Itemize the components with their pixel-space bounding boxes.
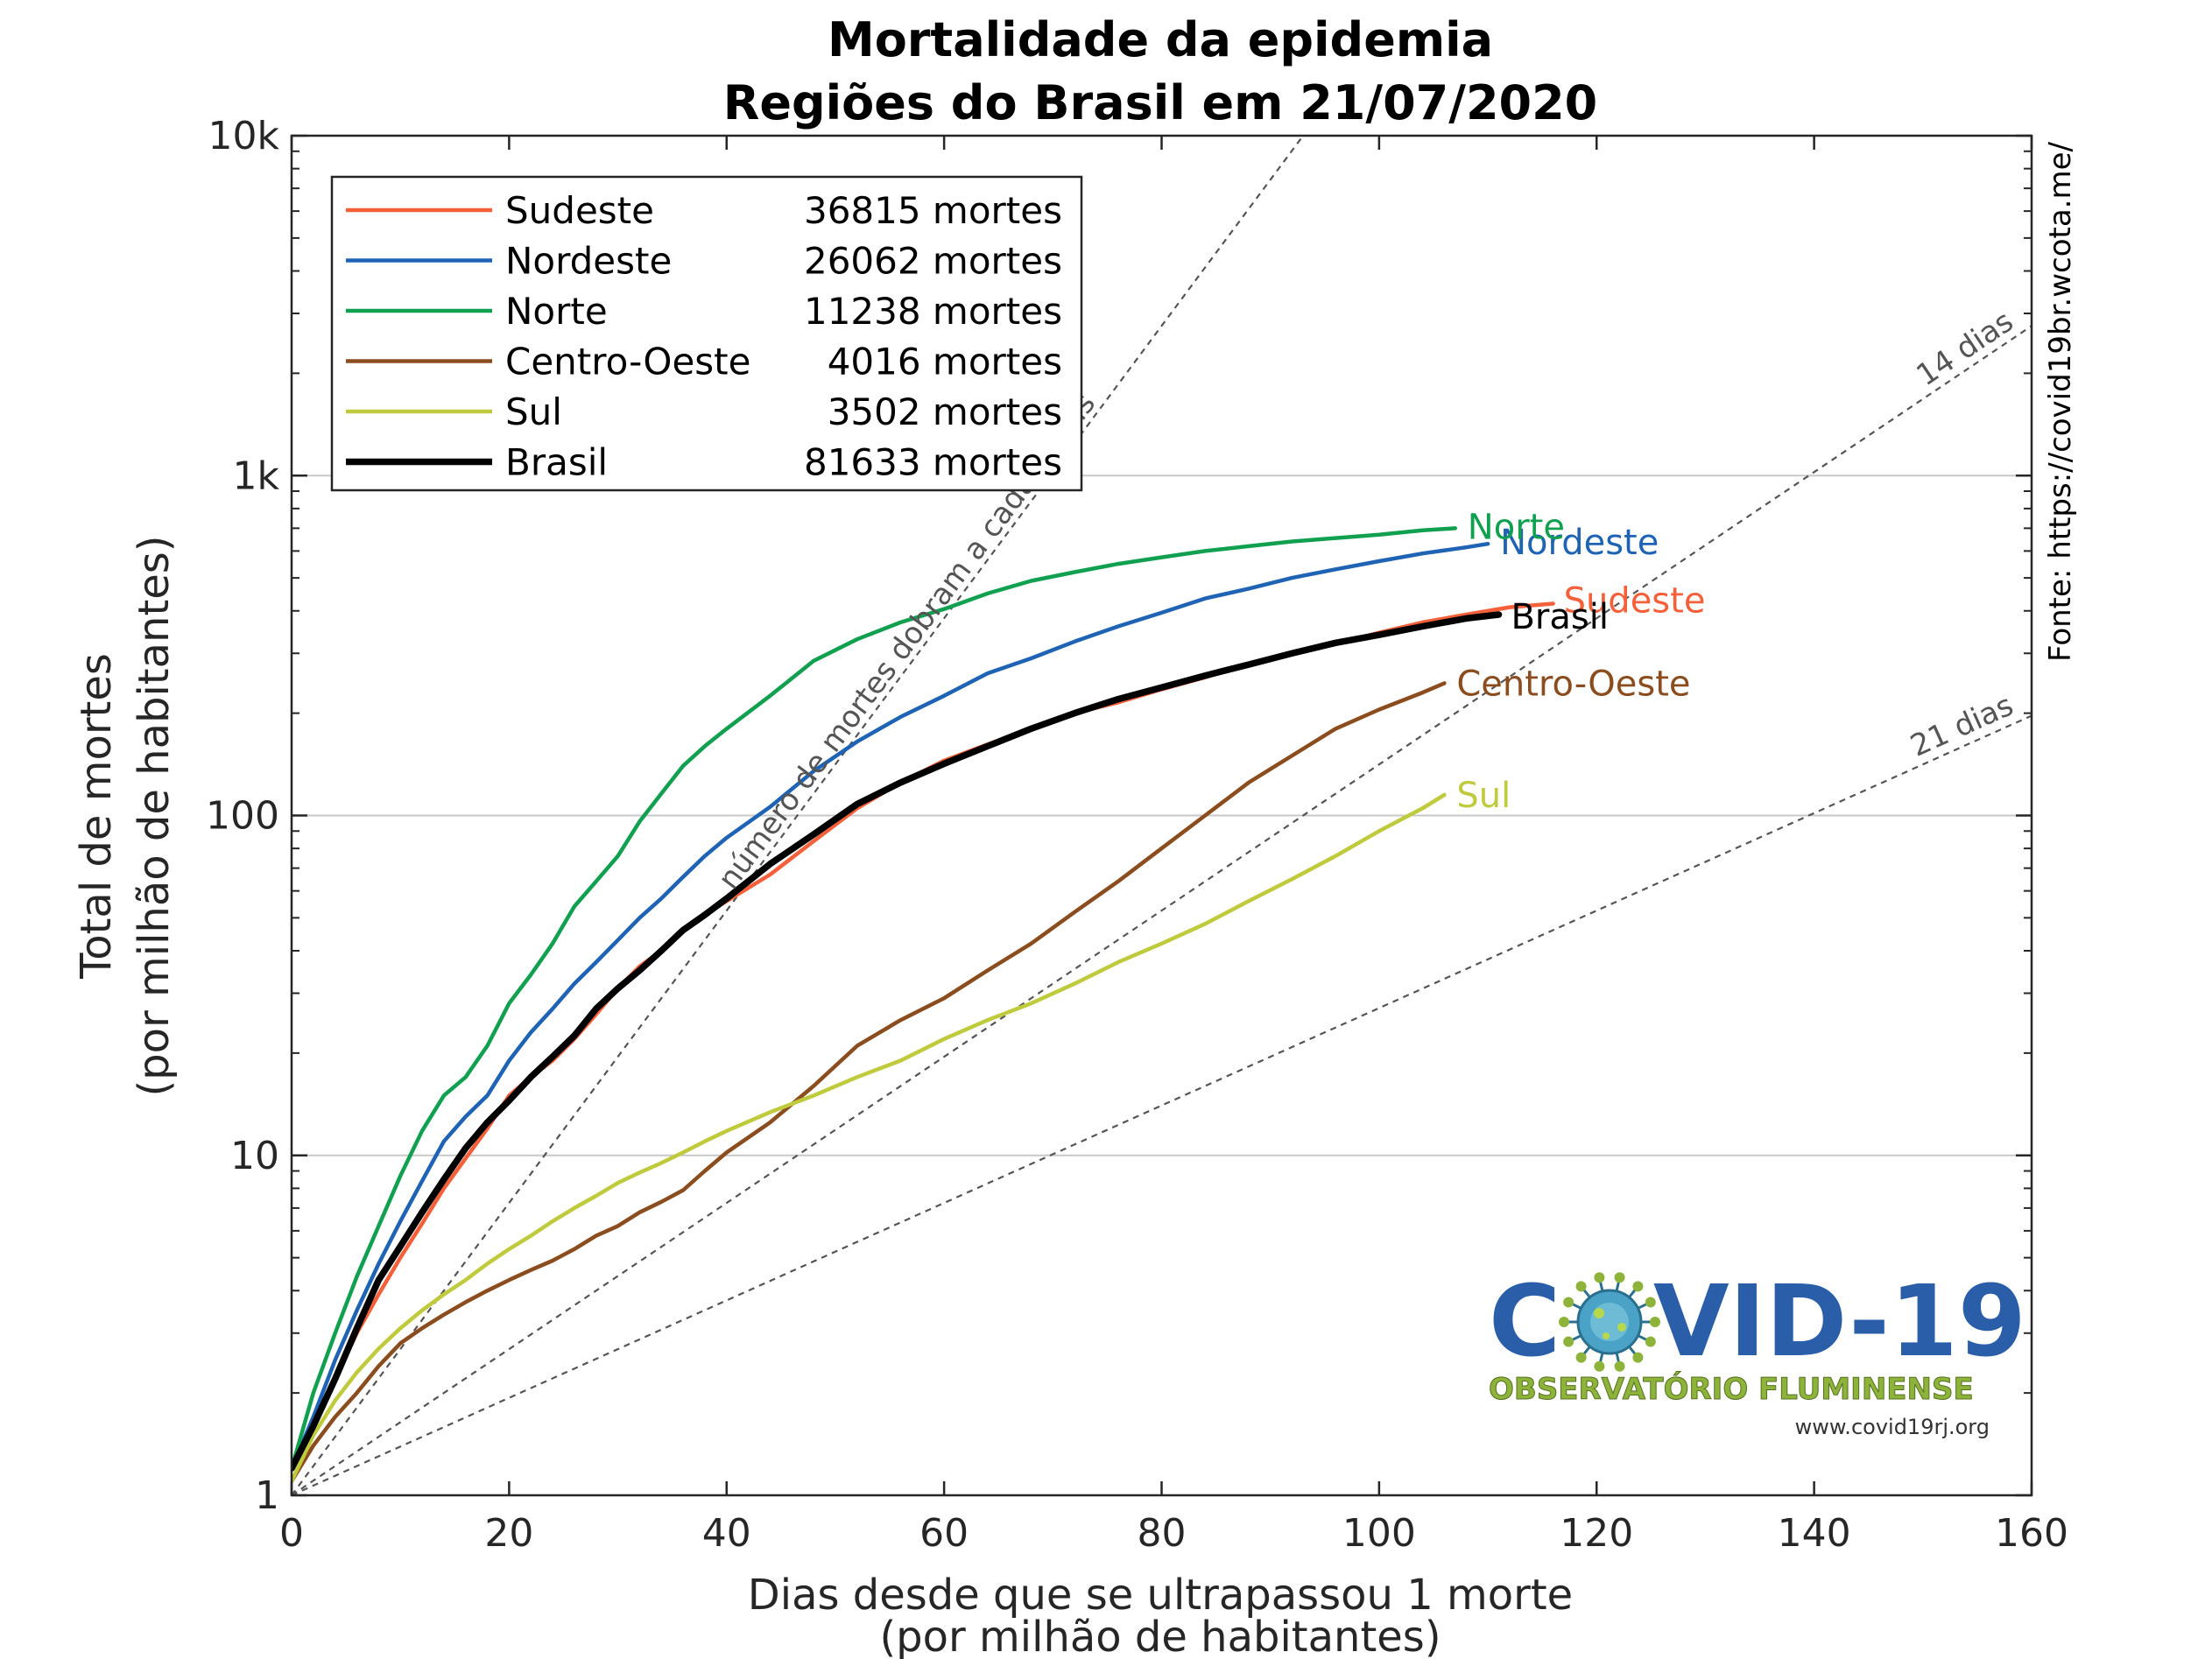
logo-url: www.covid19rj.org (1795, 1415, 1990, 1439)
legend: Sudeste 36815 mortes Nordeste 26062 mortes N… (330, 175, 1083, 492)
series-lines (292, 526, 1555, 1484)
virus-icon (1559, 1272, 1660, 1372)
virus-spike-tip (1563, 1336, 1574, 1347)
x-tick-label: 80 (1138, 1511, 1187, 1556)
y-tick-label: 1k (233, 453, 280, 498)
x-axis-ticks: 0 20 40 60 80 100 120 140 160 (279, 136, 2068, 1556)
virus-spike-tip (1559, 1317, 1569, 1327)
covid19-observatorio-logo: C VID-19 OBSERVATÓRIO FLUMINENSE www.cov… (1489, 1265, 2026, 1439)
legend-label-sudeste: Sudeste (505, 189, 654, 232)
legend-label-brasil: Brasil (505, 441, 608, 484)
reference-line-21-days (292, 714, 2032, 1495)
legend-label-centro-oeste: Centro-Oeste (505, 341, 751, 383)
x-axis-label-line-1: Dias desde que se ultrapassou 1 morte (748, 1571, 1573, 1620)
x-tick-label: 20 (484, 1511, 533, 1556)
y-axis-label-line-2: (por milhão de habitantes) (130, 535, 179, 1096)
legend-deaths-sul: 3502 mortes (828, 390, 1062, 433)
logo-subtitle: OBSERVATÓRIO FLUMINENSE (1489, 1371, 1974, 1407)
logo-text-vid19: VID-19 (1653, 1265, 2026, 1379)
virus-spike-tip (1614, 1360, 1625, 1372)
series-end-label-brasil: Brasil (1511, 597, 1608, 637)
series-line-centro-oeste (292, 681, 1447, 1484)
series-end-label-nordeste: Nordeste (1500, 523, 1659, 563)
x-tick-label: 0 (279, 1511, 304, 1556)
virus-spike-tip (1632, 1281, 1644, 1292)
virus-spike-tip (1650, 1317, 1660, 1327)
series-line-brasil (292, 611, 1503, 1473)
x-axis-label-line-2: (por milhão de habitantes) (879, 1613, 1441, 1659)
y-axis-ticks: 1 10 100 1k 10k (206, 114, 2032, 1518)
legend-deaths-norte: 11238 mortes (804, 290, 1062, 333)
legend-deaths-centro-oeste: 4016 mortes (828, 341, 1062, 383)
virus-spike-tip (1594, 1360, 1605, 1372)
virus-spike-tip (1563, 1297, 1574, 1308)
legend-box (330, 175, 1083, 492)
series-end-label-centro-oeste: Centro-Oeste (1456, 664, 1690, 704)
legend-deaths-nordeste: 26062 mortes (804, 240, 1062, 283)
x-tick-label: 140 (1778, 1511, 1851, 1556)
virus-spike-tip (1614, 1272, 1625, 1283)
x-tick-label: 60 (919, 1511, 969, 1556)
reference-lines (292, 136, 2032, 1495)
y-axis-label-line-1: Total de mortes (72, 653, 121, 980)
series-line-norte (292, 526, 1458, 1471)
y-tick-label: 10k (208, 114, 280, 158)
source-text: Fonte: https://covid19br.wcota.me/ (2043, 141, 2078, 662)
legend-label-sul: Sul (505, 390, 562, 433)
series-line-nordeste (292, 541, 1490, 1471)
virus-spike-tip (1645, 1297, 1656, 1308)
series-end-label-norte: Norte (1468, 507, 1565, 547)
x-tick-label: 160 (1995, 1511, 2068, 1556)
legend-deaths-sudeste: 36815 mortes (804, 189, 1062, 232)
x-tick-label: 120 (1560, 1511, 1633, 1556)
y-tick-label: 10 (230, 1134, 279, 1178)
reference-line-7-days (292, 136, 1305, 1495)
virus-spike-tip (1575, 1352, 1587, 1363)
reference-line-14-days (292, 324, 2032, 1495)
chart-title-line-2: Regiões do Brasil em 21/07/2020 (723, 75, 1598, 130)
x-tick-label: 40 (702, 1511, 751, 1556)
y-tick-label: 100 (206, 794, 279, 839)
legend-deaths-brasil: 81633 mortes (804, 441, 1062, 484)
chart-title-line-1: Mortalidade da epidemia (828, 12, 1493, 67)
logo-letter-c: C (1489, 1265, 1560, 1379)
series-end-label-sudeste: Sudeste (1564, 581, 1706, 622)
series-line-sul (292, 792, 1447, 1484)
virus-spike-tip (1575, 1281, 1587, 1292)
legend-label-norte: Norte (505, 290, 608, 333)
series-end-label-sul: Sul (1456, 776, 1511, 816)
x-tick-label: 100 (1342, 1511, 1416, 1556)
virus-spike-tip (1645, 1336, 1656, 1347)
legend-label-nordeste: Nordeste (505, 240, 672, 283)
y-tick-label: 1 (255, 1473, 279, 1518)
virus-spike-tip (1632, 1352, 1644, 1363)
virus-spike-tip (1594, 1272, 1605, 1283)
